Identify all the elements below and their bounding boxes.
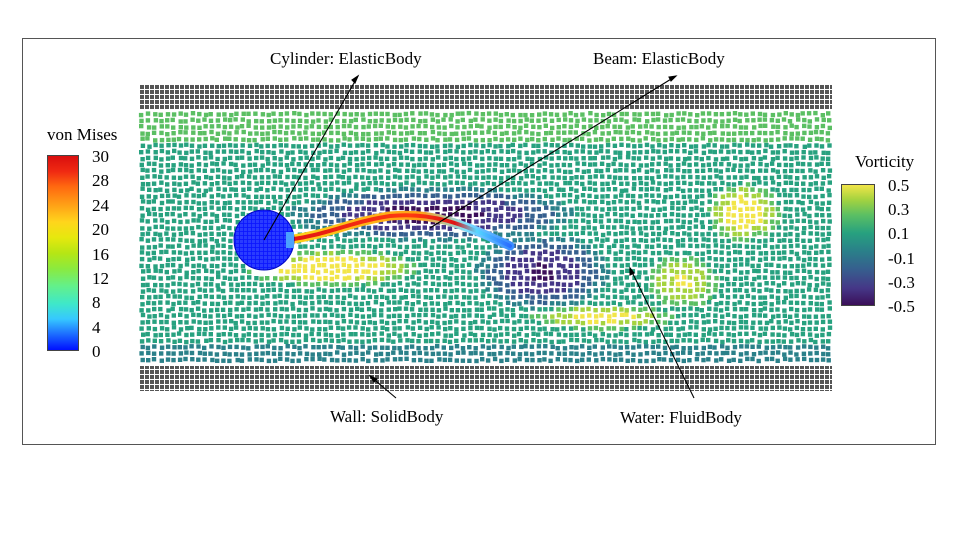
elastic-beam [283, 210, 515, 251]
top-wall [140, 85, 832, 110]
water-label: Water: FluidBody [620, 408, 742, 427]
beam-arrow [429, 75, 677, 229]
vorticity-tick: -0.3 [888, 272, 915, 292]
annotation-arrows [263, 74, 695, 399]
von-mises-colorbar [47, 155, 79, 351]
vorticity-tick: -0.5 [888, 297, 915, 316]
von_mises-tick: 16 [92, 244, 109, 264]
cylinder-arrow [263, 75, 359, 241]
beam-label: Beam: ElasticBody [593, 49, 725, 68]
vorticity-tick: 0.3 [888, 200, 910, 220]
beam-arrowhead [668, 75, 678, 82]
von_mises-tick: 28 [92, 171, 109, 191]
von_mises-tick: 8 [92, 293, 101, 313]
vorticity-title: Vorticity [855, 152, 915, 171]
vorticity-tick: 0.1 [888, 224, 910, 244]
cylinder-label: Cylinder: ElasticBody [270, 49, 422, 68]
von_mises-tick: 30 [92, 147, 109, 166]
water-arrowhead [629, 266, 635, 276]
von_mises-tick: 12 [92, 269, 109, 288]
von_mises-tick: 4 [92, 317, 101, 337]
vorticity-tick: -0.1 [888, 248, 915, 268]
von_mises-tick: 24 [92, 195, 109, 215]
bottom-wall [140, 366, 832, 391]
von_mises-tick: 0 [92, 342, 101, 362]
von_mises-tick: 20 [92, 220, 109, 240]
wall-label: Wall: SolidBody [330, 407, 444, 426]
wall-arrowhead [368, 374, 378, 383]
vorticity-colorbar [841, 184, 875, 306]
vorticity-tick: 0.5 [888, 176, 910, 195]
von-mises-title: von Mises [47, 125, 118, 144]
water-arrow [629, 267, 695, 399]
cylinder-arrowhead [351, 74, 360, 84]
